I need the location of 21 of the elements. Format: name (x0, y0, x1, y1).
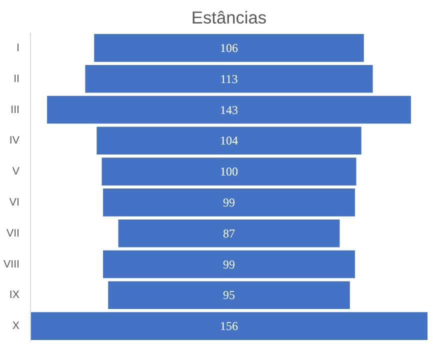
text: Estâncias (191, 8, 267, 28)
data-label: 143 (220, 102, 238, 117)
data-label: 104 (220, 134, 238, 148)
data-label: 87 (223, 226, 235, 240)
data-label: 156 (220, 319, 238, 334)
data-label: 99 (223, 195, 235, 210)
category-label: IV (9, 134, 20, 147)
data-label: 99 (223, 257, 235, 272)
category-label: VI (9, 196, 20, 208)
category-label: VII (6, 227, 20, 240)
category-label: II (14, 72, 20, 85)
category-label: I (16, 42, 20, 54)
category-label: III (10, 104, 20, 116)
category-label: X (12, 320, 20, 332)
data-label: 113 (220, 72, 238, 86)
category-label: V (12, 166, 20, 178)
data-label: 100 (220, 164, 238, 179)
data-label: 106 (220, 40, 238, 55)
category-label: VIII (4, 258, 20, 270)
category-label: IX (9, 289, 20, 302)
data-label: 95 (223, 288, 235, 302)
